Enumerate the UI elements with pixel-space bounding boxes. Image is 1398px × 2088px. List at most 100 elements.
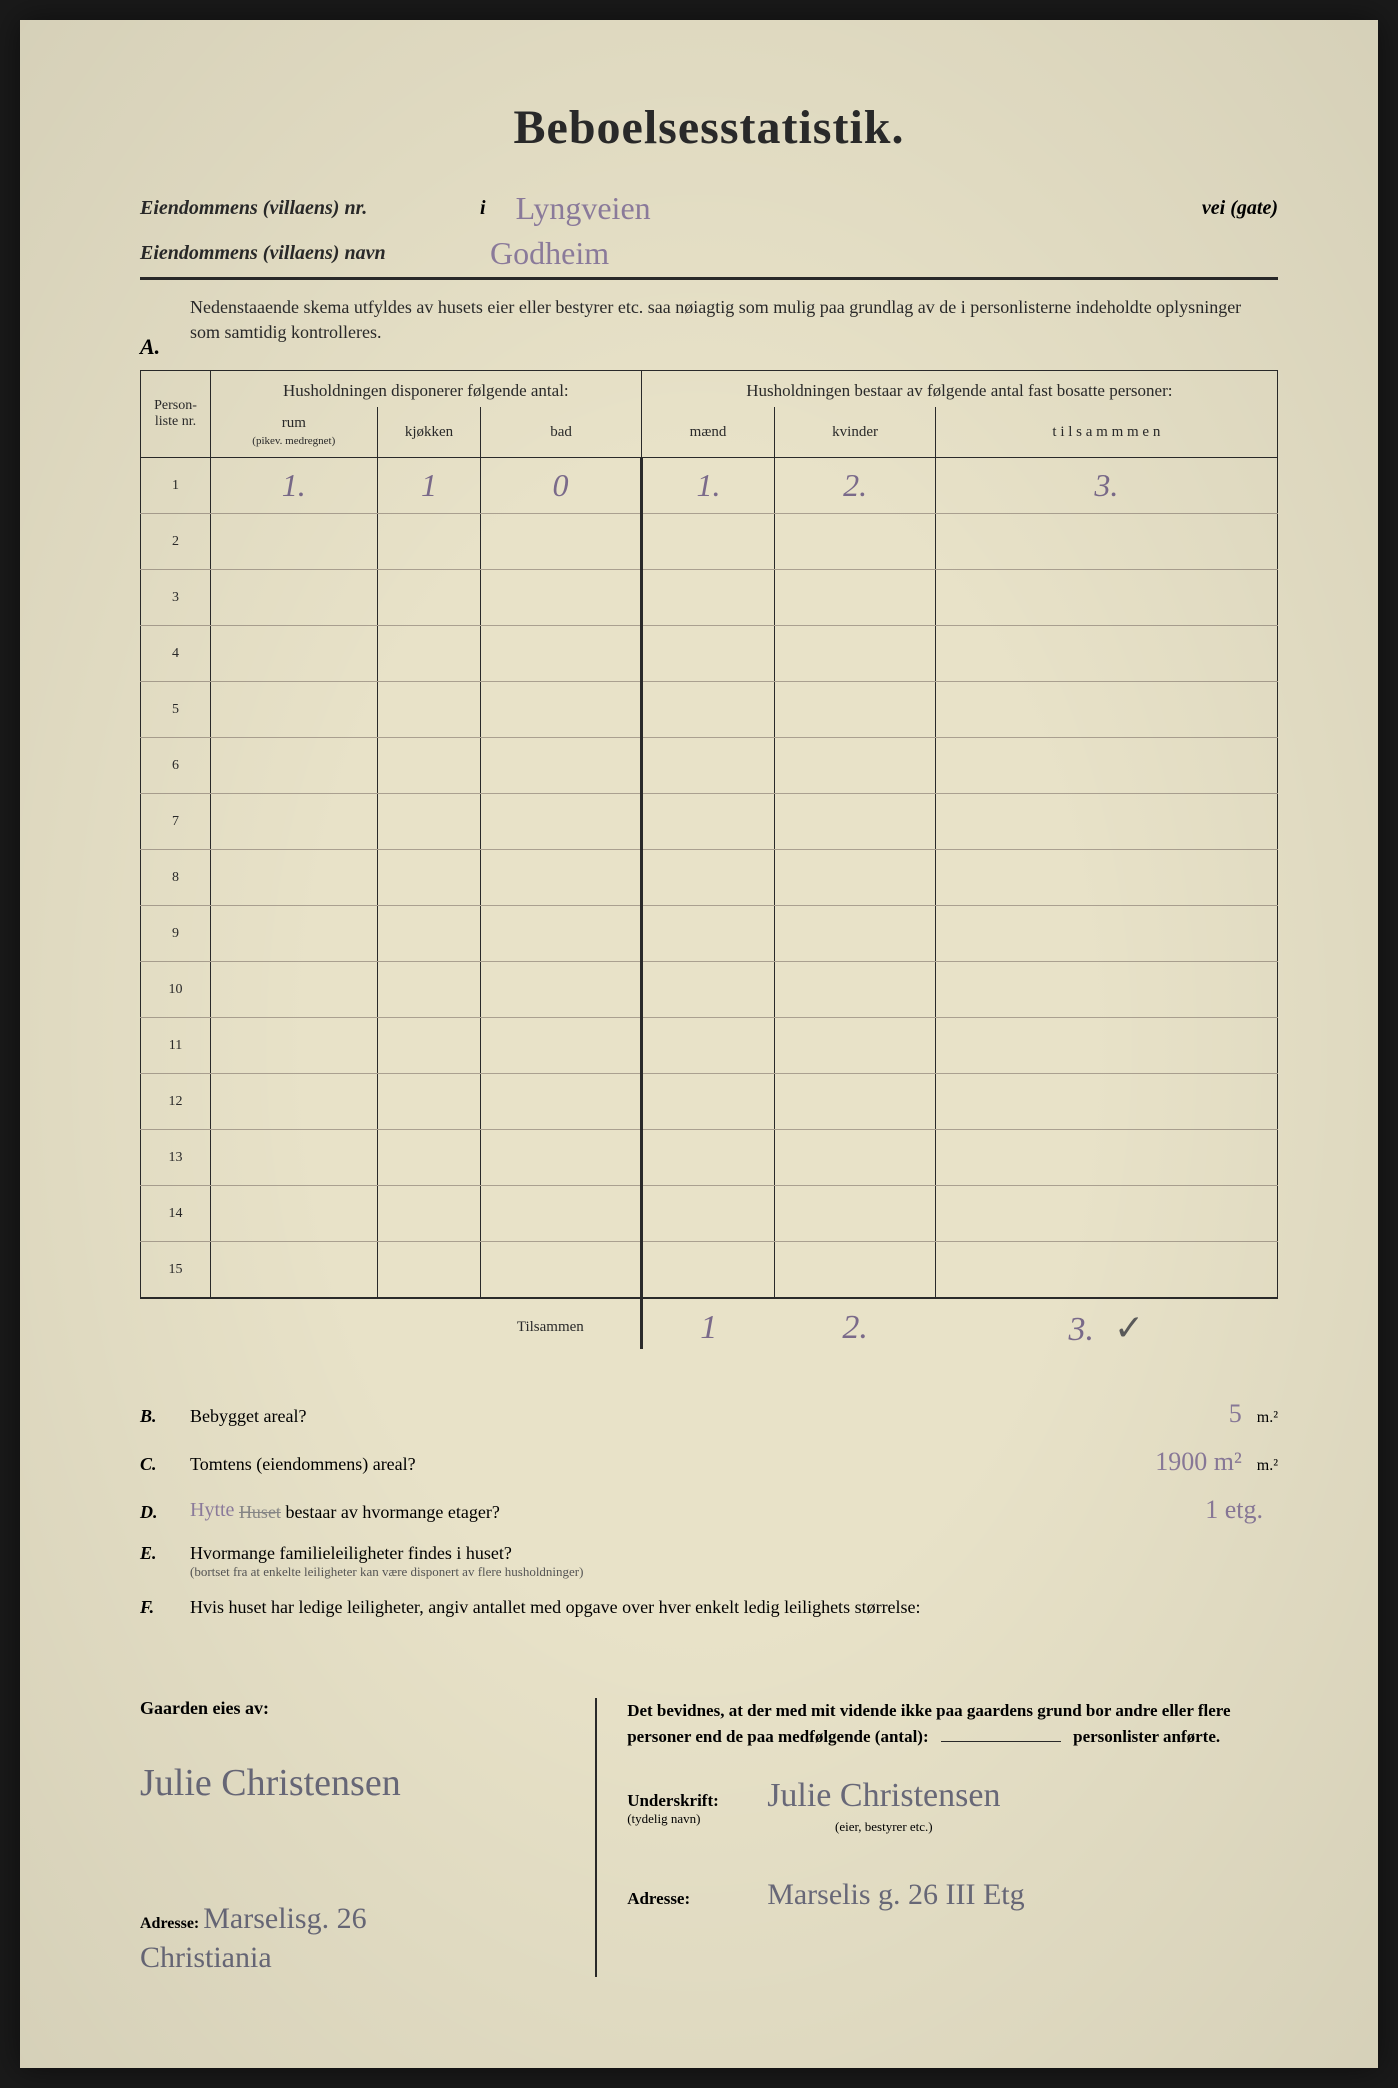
cell-bad xyxy=(481,1242,641,1298)
table-row: 6 xyxy=(141,738,1278,794)
col-bad: bad xyxy=(481,407,641,458)
bottom-section: Gaarden eies av: Julie Christensen Adres… xyxy=(140,1698,1278,1976)
row-nr: 15 xyxy=(141,1242,211,1298)
cell-maend xyxy=(641,738,775,794)
col-tilsammen: t i l s a m m m e n xyxy=(935,407,1277,458)
col-personliste: Person- liste nr. xyxy=(141,371,211,458)
document-page: Beboelsesstatistik. Eiendommens (villaen… xyxy=(20,20,1378,2068)
group2-header: Husholdningen bestaar av følgende antal … xyxy=(641,371,1277,408)
cell-maend xyxy=(641,626,775,682)
table-row: 13 xyxy=(141,1130,1278,1186)
cell-bad xyxy=(481,1018,641,1074)
cell-maend xyxy=(641,1018,775,1074)
cell-rum: 1. xyxy=(211,458,378,514)
table-row: 14 xyxy=(141,1186,1278,1242)
cell-bad xyxy=(481,850,641,906)
row-nr: 9 xyxy=(141,906,211,962)
hytte-annotation: Hytte xyxy=(190,1499,234,1521)
table-row: 2 xyxy=(141,514,1278,570)
col-kvinder: kvinder xyxy=(775,407,935,458)
cell-maend xyxy=(641,1074,775,1130)
cell-kjokken: 1 xyxy=(377,458,481,514)
right-address-row: Adresse: Marselis g. 26 III Etg xyxy=(627,1875,1278,1914)
cell-tilsammen xyxy=(935,1130,1277,1186)
divider xyxy=(140,277,1278,280)
table-row: 15 xyxy=(141,1242,1278,1298)
section-a: A. Nedenstaaende skema utfyldes av huset… xyxy=(140,295,1278,1349)
totals-row: Tilsammen 1 2. 3.✓ xyxy=(141,1298,1278,1349)
street-value: Lyngveien xyxy=(506,190,1202,227)
cell-rum xyxy=(211,626,378,682)
cell-rum xyxy=(211,850,378,906)
cell-tilsammen xyxy=(935,1074,1277,1130)
cell-rum xyxy=(211,514,378,570)
signature-row: Underskrift: (tydelig navn) Julie Christ… xyxy=(627,1774,1278,1834)
signature-value: Julie Christensen xyxy=(767,1777,1000,1814)
cell-rum xyxy=(211,738,378,794)
table-row: 8 xyxy=(141,850,1278,906)
question-e: E. Hvormange familieleiligheter findes i… xyxy=(140,1543,1278,1580)
cell-rum xyxy=(211,906,378,962)
cell-bad xyxy=(481,962,641,1018)
right-address: Marselis g. 26 III Etg xyxy=(767,1875,1024,1914)
cell-bad xyxy=(481,514,641,570)
cell-maend xyxy=(641,570,775,626)
row-nr: 6 xyxy=(141,738,211,794)
row-nr: 2 xyxy=(141,514,211,570)
cell-tilsammen xyxy=(935,626,1277,682)
cell-kjokken xyxy=(377,1130,481,1186)
cell-tilsammen xyxy=(935,962,1277,1018)
question-d: D. Hytte Huset bestaar av hvormange etag… xyxy=(140,1495,1278,1525)
property-name-row: Eiendommens (villaens) navn Godheim xyxy=(140,230,1278,267)
cell-bad xyxy=(481,738,641,794)
cell-rum xyxy=(211,1018,378,1074)
cell-maend xyxy=(641,850,775,906)
cell-bad: 0 xyxy=(481,458,641,514)
cell-maend xyxy=(641,1130,775,1186)
cell-kjokken xyxy=(377,906,481,962)
table-row: 7 xyxy=(141,794,1278,850)
question-c: C. Tomtens (eiendommens) areal? 1900 m² … xyxy=(140,1447,1278,1477)
owner-city: Christiania xyxy=(140,1938,575,1977)
cell-kjokken xyxy=(377,850,481,906)
cell-kjokken xyxy=(377,1018,481,1074)
cell-bad xyxy=(481,626,641,682)
cell-maend xyxy=(641,1186,775,1242)
row-nr: 11 xyxy=(141,1018,211,1074)
cell-rum xyxy=(211,1242,378,1298)
owner-label: Gaarden eies av: xyxy=(140,1698,575,1719)
cell-tilsammen xyxy=(935,570,1277,626)
table-row: 4 xyxy=(141,626,1278,682)
cell-tilsammen xyxy=(935,1186,1277,1242)
i-label: i xyxy=(480,197,486,220)
cell-tilsammen xyxy=(935,1242,1277,1298)
cell-kvinder xyxy=(775,962,935,1018)
cell-bad xyxy=(481,682,641,738)
attestation-block: Det bevidnes, at der med mit vidende ikk… xyxy=(595,1698,1278,1976)
col-maend: mænd xyxy=(641,407,775,458)
total-kvinder: 2. xyxy=(775,1298,935,1349)
owner-block: Gaarden eies av: Julie Christensen Adres… xyxy=(140,1698,595,1976)
cell-kvinder xyxy=(775,570,935,626)
cell-kvinder xyxy=(775,1186,935,1242)
row-nr: 10 xyxy=(141,962,211,1018)
cell-bad xyxy=(481,570,641,626)
col-rum: rum(pikev. medregnet) xyxy=(211,407,378,458)
cell-kvinder xyxy=(775,1130,935,1186)
cell-maend xyxy=(641,906,775,962)
cell-tilsammen xyxy=(935,514,1277,570)
cell-tilsammen xyxy=(935,738,1277,794)
cell-kvinder xyxy=(775,1018,935,1074)
property-name-value: Godheim xyxy=(480,235,1278,272)
cell-bad xyxy=(481,794,641,850)
property-name-label: Eiendommens (villaens) navn xyxy=(140,242,480,265)
cell-rum xyxy=(211,962,378,1018)
cell-kjokken xyxy=(377,962,481,1018)
total-tilsammen: 3.✓ xyxy=(935,1298,1277,1349)
owner-address: Marselisg. 26 xyxy=(203,1902,366,1935)
cell-kvinder xyxy=(775,794,935,850)
cell-rum xyxy=(211,570,378,626)
cell-tilsammen xyxy=(935,1018,1277,1074)
cell-bad xyxy=(481,1074,641,1130)
cell-kjokken xyxy=(377,570,481,626)
